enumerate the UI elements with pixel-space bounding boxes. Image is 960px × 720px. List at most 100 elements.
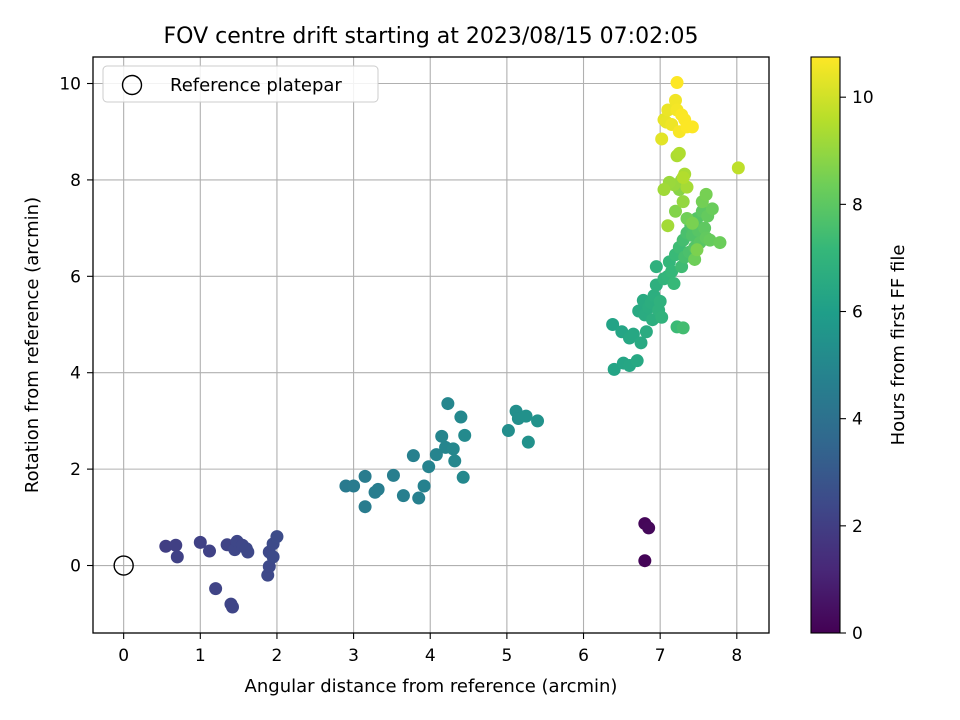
y-tick-label: 6	[70, 267, 81, 287]
scatter-point	[665, 264, 679, 278]
scatter-point	[169, 538, 183, 552]
colorbar-ticks: 0 2 4 6 8 10	[840, 88, 874, 644]
x-tick-label: 6	[578, 646, 589, 666]
scatter-point	[672, 146, 686, 160]
scatter-point	[193, 535, 207, 549]
legend: Reference platepar	[102, 65, 379, 103]
scatter-point	[705, 202, 719, 216]
x-tick-label: 5	[501, 646, 512, 666]
scatter-point	[606, 318, 620, 332]
scatter-point	[458, 428, 472, 442]
scatter-point	[396, 489, 410, 503]
x-tick-label: 2	[272, 646, 283, 666]
y-tick-label: 10	[59, 75, 81, 95]
colorbar-tick-label: 6	[852, 303, 863, 323]
scatter-point	[653, 294, 667, 308]
scatter-point	[703, 233, 717, 247]
scatter-point	[371, 482, 385, 496]
scatter-point	[634, 336, 648, 350]
scatter-point	[685, 120, 699, 134]
scatter-point	[655, 310, 669, 324]
scatter-point	[406, 449, 420, 463]
scatter-point	[676, 195, 690, 209]
scatter-point	[639, 325, 653, 339]
y-axis-ticks: 0 2 4 6 8 10	[59, 75, 93, 577]
scatter-point	[642, 521, 656, 535]
scatter-point	[429, 448, 443, 462]
scatter-point	[386, 468, 400, 482]
scatter-point	[655, 132, 669, 146]
scatter-point	[676, 321, 690, 335]
y-tick-label: 0	[70, 557, 81, 577]
scatter-point	[521, 435, 535, 449]
colorbar-label: Hours from first FF file	[888, 245, 909, 446]
y-tick-label: 8	[70, 171, 81, 191]
x-tick-label: 1	[195, 646, 206, 666]
y-tick-label: 4	[70, 364, 81, 384]
scatter-point	[668, 93, 682, 107]
y-tick-label: 2	[70, 460, 81, 480]
scatter-point	[501, 424, 515, 438]
colorbar-tick-label: 0	[852, 624, 863, 644]
scatter-point	[519, 409, 533, 423]
scatter-point	[435, 429, 449, 443]
scatter-point	[699, 187, 713, 201]
colorbar: 0 2 4 6 8 10 Hours from first FF file	[810, 56, 909, 644]
scatter-point	[456, 470, 470, 484]
scatter-point	[347, 479, 361, 493]
x-tick-label: 7	[655, 646, 666, 666]
legend-label: Reference platepar	[170, 75, 342, 96]
scatter-point	[657, 183, 671, 197]
grid-lines	[93, 57, 769, 633]
scatter-point	[358, 500, 372, 514]
y-axis-label: Rotation from reference (arcmin)	[22, 197, 43, 493]
scatter-point	[270, 530, 284, 544]
scatter-point	[170, 550, 184, 564]
scatter-point	[649, 260, 663, 274]
reference-marker	[113, 555, 134, 576]
scatter-point	[531, 414, 545, 428]
scatter-point	[626, 327, 640, 341]
scatter-point	[358, 469, 372, 483]
colorbar-tick-label: 4	[852, 410, 863, 430]
scatter-point	[685, 216, 699, 230]
x-tick-label: 4	[425, 646, 436, 666]
scatter-point	[698, 221, 712, 235]
scatter-point	[607, 362, 621, 376]
scatter-point	[266, 550, 280, 564]
scatter-point	[667, 277, 681, 291]
scatter-point	[417, 479, 431, 493]
colorbar-tick-label: 2	[852, 517, 863, 537]
x-axis-label: Angular distance from reference (arcmin)	[245, 676, 618, 697]
scatter-point	[448, 454, 462, 468]
scatter-point	[446, 442, 460, 456]
x-tick-label: 0	[118, 646, 129, 666]
scatter-point	[690, 243, 704, 257]
colorbar-tick-label: 10	[852, 88, 874, 108]
scatter-point	[202, 544, 216, 558]
scatter-point	[638, 554, 652, 568]
colorbar-tick-label: 8	[852, 195, 863, 215]
scatter-point	[159, 539, 173, 553]
chart-title: FOV centre drift starting at 2023/08/15 …	[164, 24, 699, 49]
scatter-point	[661, 103, 675, 117]
scatter-point	[225, 600, 239, 614]
scatter-point	[661, 219, 675, 233]
scatter-points	[113, 76, 745, 614]
scatter-point	[209, 582, 223, 596]
scatter-point	[441, 397, 455, 411]
scatter-point	[670, 76, 684, 90]
scatter-point	[713, 236, 727, 250]
scatter-point	[454, 410, 468, 424]
scatter-point	[668, 204, 682, 218]
scatter-point	[630, 354, 644, 368]
x-tick-label: 3	[348, 646, 359, 666]
scatter-point	[422, 460, 436, 474]
legend-marker	[121, 74, 143, 96]
colorbar-gradient	[810, 56, 841, 634]
scatter-point	[731, 161, 745, 175]
plot-frame	[92, 56, 770, 634]
scatter-point	[241, 545, 255, 559]
scatter-point	[676, 171, 690, 185]
